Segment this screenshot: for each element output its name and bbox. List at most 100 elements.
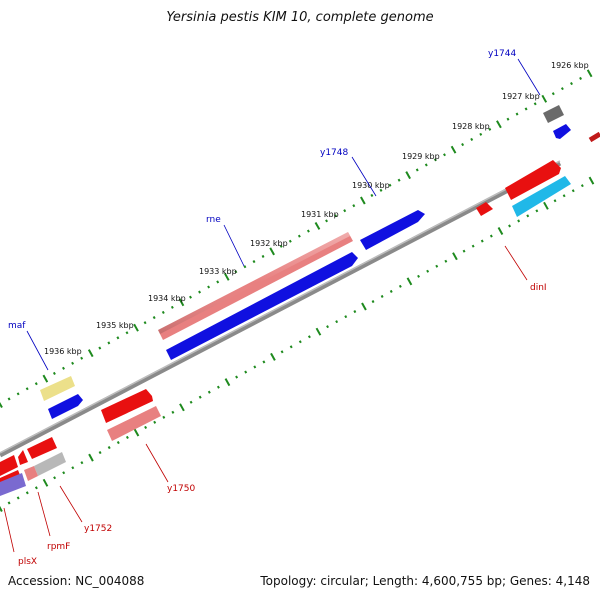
- major-tick: [270, 352, 276, 361]
- minor-tick: [279, 244, 283, 248]
- minor-tick: [216, 280, 220, 284]
- gene-rpmF[interactable]: [24, 466, 38, 481]
- gene-reverse[interactable]: [512, 176, 571, 217]
- minor-tick: [288, 239, 292, 243]
- minor-tick: [198, 395, 202, 399]
- minor-tick: [334, 214, 338, 218]
- minor-tick: [207, 390, 211, 394]
- minor-tick: [189, 295, 192, 299]
- forward-genes: [40, 105, 571, 419]
- minor-tick: [189, 400, 193, 404]
- gene-reverse[interactable]: [107, 406, 161, 441]
- gene-y1744[interactable]: [543, 105, 564, 123]
- major-tick: [450, 145, 457, 154]
- minor-tick: [508, 224, 511, 228]
- scale-label: 1936 kbp: [44, 347, 82, 356]
- major-tick: [42, 478, 49, 487]
- minor-tick: [170, 305, 174, 309]
- minor-tick: [144, 425, 148, 429]
- scale-label: 1927 kbp: [502, 92, 540, 101]
- gene-reverse[interactable]: [18, 450, 28, 465]
- gene-reverse[interactable]: [0, 455, 18, 476]
- accession-text: Accession: NC_004088: [8, 574, 145, 588]
- minor-tick: [162, 415, 166, 419]
- minor-tick: [571, 189, 575, 193]
- minor-tick: [244, 370, 248, 374]
- minor-tick: [370, 193, 374, 197]
- scale-label: 1929 kbp: [402, 152, 440, 161]
- scale-label: 1928 kbp: [452, 122, 490, 131]
- minor-tick: [34, 486, 38, 490]
- minor-tick: [235, 375, 239, 379]
- gene-forward[interactable]: [48, 394, 83, 419]
- gene-label-y1744: y1744: [488, 49, 517, 59]
- minor-tick: [80, 356, 84, 360]
- minor-tick: [116, 441, 120, 445]
- gene-reverse[interactable]: [0, 473, 26, 496]
- scale-label: 1933 kbp: [199, 267, 237, 276]
- major-tick: [496, 120, 502, 129]
- gene-labels: y1744 y1748 rne maf dinI y1750 y1752 rpm…: [3, 49, 547, 567]
- major-tick: [224, 378, 231, 387]
- major-tick: [0, 401, 3, 408]
- minor-tick: [7, 501, 11, 505]
- minor-tick: [143, 321, 147, 325]
- minor-tick: [98, 346, 102, 350]
- scale-ring-inner: [0, 176, 595, 512]
- minor-tick: [253, 365, 257, 369]
- gene-maf[interactable]: [40, 376, 75, 401]
- minor-tick: [71, 361, 75, 365]
- minor-tick: [397, 178, 401, 182]
- minor-tick: [198, 290, 201, 294]
- gene-y1748[interactable]: [360, 210, 425, 250]
- minor-tick: [16, 392, 20, 396]
- gene-forward[interactable]: [166, 252, 358, 360]
- gene-forward[interactable]: [553, 124, 571, 139]
- minor-tick: [443, 153, 446, 157]
- minor-tick: [297, 234, 301, 238]
- gene-y1750[interactable]: [101, 389, 153, 423]
- minor-tick: [433, 158, 437, 162]
- minor-tick: [262, 360, 266, 364]
- minor-tick: [98, 451, 102, 455]
- major-tick: [586, 69, 593, 78]
- minor-tick: [488, 127, 492, 131]
- major-tick: [133, 428, 140, 437]
- major-tick: [223, 272, 230, 281]
- major-tick: [360, 196, 366, 205]
- minor-tick: [580, 184, 584, 188]
- minor-tick: [461, 143, 465, 147]
- minor-tick: [535, 209, 539, 213]
- minor-tick: [380, 294, 384, 298]
- minor-tick: [424, 163, 428, 167]
- minor-tick: [62, 366, 65, 370]
- gene-dinI[interactable]: [505, 160, 561, 200]
- minor-tick: [343, 209, 347, 213]
- major-tick: [87, 349, 94, 358]
- gene-label-rne: rne: [206, 215, 221, 225]
- genome-summary-text: Topology: circular; Length: 4,600,755 bp…: [260, 574, 590, 588]
- minor-tick: [216, 385, 220, 389]
- gene-reverse[interactable]: [27, 437, 57, 459]
- major-tick: [405, 171, 411, 180]
- scale-label: 1926 kbp: [551, 61, 589, 70]
- minor-tick: [306, 229, 310, 233]
- minor-tick: [560, 87, 564, 91]
- gene-label-rpmF: rpmF: [47, 542, 70, 552]
- major-tick: [0, 505, 3, 512]
- minor-tick: [171, 410, 175, 414]
- minor-tick: [280, 350, 284, 354]
- minor-tick: [107, 446, 111, 450]
- gene-y1752[interactable]: [34, 452, 66, 476]
- minor-tick: [71, 466, 75, 470]
- minor-tick: [480, 239, 484, 243]
- scale-label: 1934 kbp: [148, 294, 186, 303]
- minor-tick: [53, 476, 57, 480]
- major-tick: [497, 227, 504, 235]
- major-tick: [406, 277, 413, 286]
- minor-tick: [298, 340, 302, 344]
- minor-tick: [125, 331, 129, 335]
- minor-tick: [125, 435, 129, 439]
- gene-reverse[interactable]: [476, 202, 493, 216]
